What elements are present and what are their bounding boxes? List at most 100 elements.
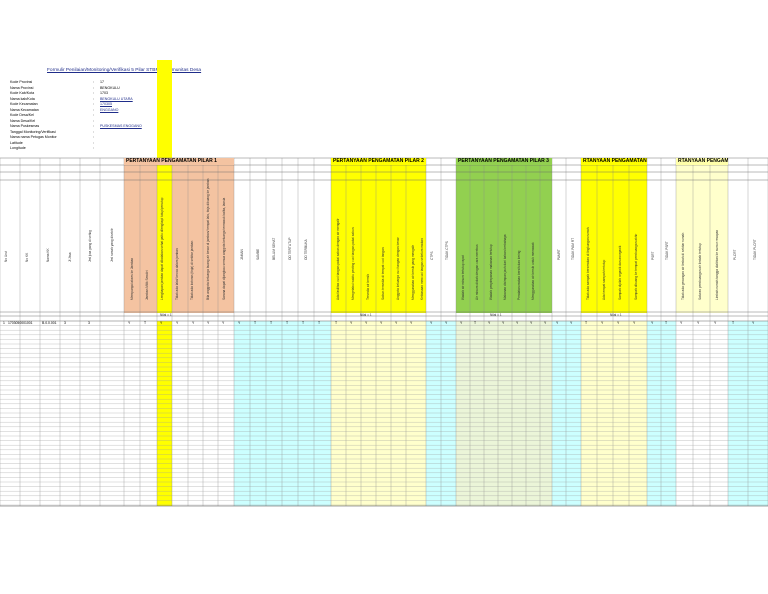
meta-label: Kode Desa/Kel (10, 113, 34, 117)
row-mark: T (318, 321, 321, 325)
row-mark: Y (617, 321, 620, 325)
column-label: Jl Jiwa (68, 252, 72, 262)
row-mark: Y (570, 321, 573, 325)
row-mark: Y (530, 321, 533, 325)
meta-separator: : (93, 102, 94, 106)
column-label: Menggunakan air bersih yang mengalir (411, 244, 415, 300)
pilar1-data-highlight (157, 321, 172, 506)
column-label: TIDAK PLCRT (753, 239, 757, 260)
nilai-label: Nilai = 1 (490, 313, 502, 317)
column-label: TIDAK PSRT (665, 241, 669, 260)
row-cell-jiwa-sehat: 3 (88, 321, 90, 325)
row-mark: Y (238, 321, 241, 325)
column-label: PAMRT (557, 249, 561, 260)
meta-value: 1703 (100, 91, 108, 95)
meta-label: Nama Desa/Kel (10, 118, 36, 123)
pilar2-data-fill (331, 321, 426, 506)
nilai-label: Nilai = 1 (360, 313, 372, 317)
row-mark: Y (350, 321, 353, 325)
meta-label: Kode Provinsi (10, 80, 33, 84)
row-mark: Y (445, 321, 448, 325)
column-label: Tidak ada kotoran (tinja) di sekitar jam… (190, 240, 194, 300)
column-label: JAMAN (240, 249, 244, 260)
column-label: Ada tempat sampah tertutup (602, 259, 606, 300)
row-cell-no-kk: 1703050001001 (8, 321, 33, 325)
meta-label: Nama nama Petugas Monitor (10, 135, 57, 139)
pilar1-header-fill (124, 165, 234, 313)
meta-separator: : (93, 129, 94, 134)
column-label: Lengkapan jamban dapat dikatakan sehat y… (160, 197, 164, 300)
meta-value: BENGKULU (100, 85, 120, 90)
row-mark: Y (410, 321, 413, 325)
column-label: Makanan disimpan jauh dari bahan berbaha… (503, 234, 507, 300)
column-label: Anggota keluarga cuci tangan dengan bena… (396, 237, 400, 300)
section-header-pilar3: PERTANYAAN PENGAMATAN PILAR 3 (456, 158, 552, 165)
row-mark: Y (601, 321, 604, 325)
column-label: Jml jiwa yang di sehkg (88, 230, 92, 262)
column-label: Wadah air minum tertutup rapat (461, 255, 465, 300)
row-mark: T (665, 321, 668, 325)
row-mark: T (286, 321, 289, 325)
meta-label: Tanggal Monitoring/Verifikasi (10, 129, 56, 134)
column-label: PLCRT (733, 249, 737, 260)
column-label: Kebiasaan mencuci tangan sebelum makan (420, 238, 424, 300)
column-label: Tidak ada genangan air limbah di sekitar… (681, 232, 685, 300)
column-label: Menggunakan air bersih untuk memasak (531, 242, 535, 300)
row-mark: Y (222, 321, 225, 325)
column-label: Sampah dibuang ke tempat pembuangan akhi… (634, 233, 638, 300)
column-label: Tidak ada lalat/ kecoa dalam jamban (175, 248, 179, 300)
row-mark: T (585, 321, 588, 325)
row-cell-jiwa: 3 (64, 321, 66, 325)
column-label: No KK (25, 252, 29, 262)
form-title: Formulir Penilaian/Monitoring/Verifikasi… (47, 68, 202, 73)
meta-label: Nama Kecamatan (10, 107, 39, 112)
row-mark: T (732, 321, 735, 325)
pilar1-highlight-column (157, 165, 172, 313)
meta-label: Longitude (10, 146, 26, 150)
meta-label: Nama kab/Kota (10, 96, 35, 101)
column-label: Wadah penyimpanan makanan tertutup (489, 244, 493, 300)
nilai-label: Nilai = 1 (160, 313, 172, 317)
column-label: Peralatan makan bersih dan kering (517, 250, 521, 300)
column-label: Saluran pembuangan air limbah tertutup (698, 243, 702, 300)
row-mark: T (302, 321, 305, 325)
column-label: Jml rumah yang disekitr (110, 228, 114, 262)
meta-separator: : (93, 107, 94, 112)
column-label: Sampah dipilah organik dan anorganik (618, 245, 622, 300)
meta-separator: : (93, 80, 94, 84)
pilar5-header-fill (676, 165, 728, 313)
yellow-highlight-column (157, 60, 172, 160)
column-label: CTPS (430, 251, 434, 260)
row-mark: Y (128, 321, 131, 325)
column-label: Air minum diolah dengan cara merebus (475, 244, 479, 300)
column-label: Mempunyai akses ke Jamban (130, 257, 134, 300)
row-mark: Y (556, 321, 559, 325)
status4-data-fill (647, 321, 676, 506)
column-label: OD TERBUKA (304, 239, 308, 260)
row-mark: Y (395, 321, 398, 325)
meta-value: PUSKESMAS ENGGANO (100, 124, 142, 128)
row-mark: Y (430, 321, 433, 325)
row-mark: Y (365, 321, 368, 325)
row-mark: Y (714, 321, 717, 325)
column-label: Limbah rumah tangga dialirkan ke sumur r… (715, 229, 719, 300)
meta-value: 170305 (100, 102, 112, 106)
column-label: BELUM SEHAT (272, 237, 276, 260)
column-label: Bila anggota keluarga buang air besar di… (206, 178, 210, 300)
meta-label: Latitude (10, 140, 23, 145)
row-cell-no-urut: 1 (3, 321, 5, 325)
meta-separator: : (93, 135, 94, 139)
row-mark: Y (380, 321, 383, 325)
meta-value: BENGKULU UTARA (100, 96, 133, 101)
row-mark: Y (680, 321, 683, 325)
row-mark: T (144, 321, 147, 325)
pilar3-data-fill (456, 321, 552, 506)
column-label: Sabun tersedia di tempat cuci tangan (381, 247, 385, 300)
column-label: Tidak ada sampah berserakan di lingkunga… (586, 227, 590, 300)
column-label: No Urut (4, 251, 8, 262)
column-label: Tersedia air bersih (366, 273, 370, 300)
column-label: SAMBE (256, 248, 260, 260)
column-label: Ada fasilitas cuci tangan pakai sabun de… (336, 218, 340, 300)
meta-label: Kode Kecamatan (10, 102, 38, 106)
